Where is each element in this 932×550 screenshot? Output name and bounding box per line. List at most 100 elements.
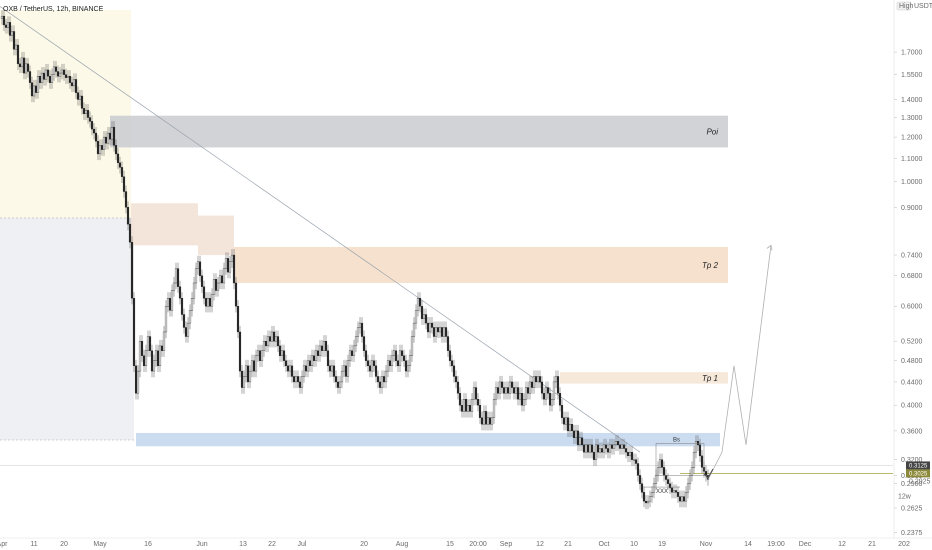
- candle: [376, 370, 380, 389]
- price-scale[interactable]: [894, 0, 932, 550]
- candle: [136, 365, 140, 400]
- candle: [6, 16, 10, 34]
- candle: [150, 344, 154, 378]
- candle: [524, 381, 528, 406]
- projection-path[interactable]: [707, 245, 772, 480]
- candle: [340, 365, 344, 389]
- zone-box-3[interactable]: [136, 432, 720, 447]
- candle: [300, 370, 304, 394]
- candle: [414, 304, 418, 330]
- candle: [128, 218, 132, 249]
- currency-label: USDT: [914, 3, 932, 10]
- candle: [30, 76, 34, 103]
- candle: [518, 387, 522, 406]
- candle: [578, 431, 582, 452]
- candle: [304, 359, 308, 378]
- candle: [636, 457, 640, 482]
- candle: [238, 325, 242, 378]
- candle: [80, 89, 84, 115]
- bs-label: Bs: [673, 437, 680, 443]
- candle: [446, 330, 450, 357]
- candle: [460, 399, 464, 418]
- candle: [622, 438, 626, 455]
- candle: [624, 442, 628, 459]
- candle: [166, 292, 170, 313]
- time-tick-label: 20:00: [469, 541, 487, 548]
- candle: [418, 292, 422, 313]
- candle: [70, 76, 74, 93]
- candle: [668, 477, 672, 495]
- candle: [0, 10, 4, 25]
- candle: [438, 321, 442, 339]
- candle: [298, 375, 302, 394]
- candle: [266, 330, 270, 353]
- candle: [394, 344, 398, 367]
- candle: [262, 335, 266, 357]
- candle: [508, 375, 512, 400]
- zone-tp-2[interactable]: [234, 246, 728, 283]
- price-tick-label: 0.5200: [901, 339, 923, 346]
- candle: [14, 38, 18, 56]
- candle: [54, 60, 58, 78]
- candle: [168, 292, 172, 317]
- candle: [244, 359, 248, 383]
- candle: [502, 381, 506, 400]
- price-tick-label: 1.1000: [901, 156, 923, 163]
- candle: [350, 344, 354, 362]
- candle: [646, 495, 650, 510]
- candle: [434, 321, 438, 343]
- high-badge[interactable]: [896, 1, 912, 11]
- candle: [546, 381, 550, 400]
- time-tick-label: 14: [744, 541, 752, 548]
- candle: [540, 375, 544, 400]
- candle: [456, 375, 460, 400]
- zone-box-5[interactable]: [198, 215, 234, 256]
- candle: [118, 156, 122, 174]
- candle: [492, 393, 496, 424]
- candle: [126, 201, 130, 231]
- candle: [68, 70, 72, 89]
- candle: [124, 185, 128, 214]
- candle: [392, 344, 396, 362]
- candle: [112, 121, 116, 152]
- candle: [606, 442, 610, 459]
- candle: [594, 438, 598, 466]
- candle: [36, 70, 40, 99]
- candle: [410, 330, 414, 362]
- time-tick-label: May: [93, 541, 107, 548]
- candle: [552, 375, 556, 406]
- time-axis[interactable]: [0, 538, 932, 550]
- current-price-badge[interactable]: [906, 461, 930, 470]
- candle: [302, 359, 306, 383]
- time-tick-label: 19:00: [767, 541, 785, 548]
- bs-box[interactable]: [655, 443, 705, 476]
- candle: [474, 381, 478, 406]
- candle: [292, 370, 296, 389]
- candle: [602, 438, 606, 459]
- candle: [28, 65, 32, 89]
- candle: [216, 276, 220, 297]
- time-tick-label: Oct: [599, 541, 610, 548]
- candle: [200, 269, 204, 293]
- candle: [416, 292, 420, 317]
- candle: [670, 481, 674, 499]
- candle: [220, 269, 224, 290]
- candle: [514, 381, 518, 400]
- candle: [316, 344, 320, 362]
- support-price-badge[interactable]: [906, 469, 930, 478]
- zone-box-4[interactable]: [131, 203, 198, 246]
- candle: [108, 127, 112, 146]
- candle: [164, 300, 168, 339]
- candle: [526, 381, 530, 400]
- zone-poi[interactable]: [110, 115, 728, 148]
- candle: [338, 375, 342, 394]
- zone-tp-1[interactable]: [560, 372, 728, 384]
- candle: [144, 344, 148, 373]
- candle: [696, 435, 700, 452]
- candle: [478, 399, 482, 424]
- candle: [306, 354, 310, 378]
- candle: [380, 370, 384, 394]
- candle: [222, 262, 226, 290]
